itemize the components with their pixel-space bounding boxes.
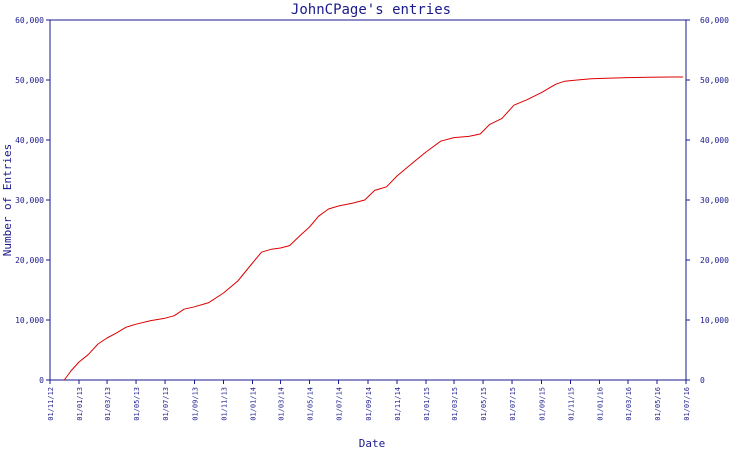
y-tick-label-right: 50,000 (700, 76, 729, 85)
y-tick-label-right: 30,000 (700, 196, 729, 205)
series-line (63, 76, 684, 381)
x-tick-label: 01/07/14 (336, 387, 344, 421)
x-tick-label: 01/01/14 (249, 387, 257, 421)
x-tick-label: 01/05/14 (307, 387, 315, 421)
x-tick-label: 01/01/15 (423, 387, 431, 421)
y-tick-label-right: 60,000 (700, 16, 729, 25)
x-tick-label: 01/03/14 (278, 387, 286, 421)
x-axis: 01/11/12 01/01/13 01/03/13 01/05/13 01/07/13… (47, 380, 691, 421)
x-tick-label: 01/01/16 (596, 387, 604, 421)
x-tick-label: 01/03/16 (625, 387, 633, 421)
y-axis-label: Number of Entries (1, 144, 14, 257)
x-tick-label: 01/09/15 (538, 387, 546, 421)
x-tick-label: 01/11/13 (220, 387, 228, 421)
x-tick-label: 01/11/15 (567, 387, 575, 421)
x-tick-label: 01/01/13 (76, 387, 84, 421)
x-tick-label: 01/03/15 (451, 387, 459, 421)
y-tick-label-left: 40,000 (15, 136, 44, 145)
y-tick-label-left: 50,000 (15, 76, 44, 85)
y-tick-label-right: 20,000 (700, 256, 729, 265)
x-tick-label: 01/09/14 (365, 387, 373, 421)
chart-title: JohnCPage's entries (291, 2, 451, 18)
series-group (63, 76, 684, 381)
x-axis-label: Date (359, 437, 386, 450)
y-tick-label-right: 40,000 (700, 136, 729, 145)
x-tick-label: 01/11/12 (47, 387, 55, 421)
x-tick-label: 01/09/13 (192, 387, 200, 421)
x-tick-label: 01/07/16 (683, 387, 691, 421)
y-tick-label-left: 20,000 (15, 256, 44, 265)
x-tick-label: 01/07/13 (162, 387, 170, 421)
x-tick-label: 01/03/13 (104, 387, 112, 421)
x-tick-label: 01/05/13 (133, 387, 141, 421)
y-tick-label-right: 10,000 (700, 316, 729, 325)
x-tick-label: 01/05/15 (480, 387, 488, 421)
x-tick-label: 01/05/16 (654, 387, 662, 421)
y-tick-label-left: 60,000 (15, 16, 44, 25)
x-tick-label: 01/11/14 (394, 387, 402, 421)
y-tick-label-left: 0 (39, 376, 44, 385)
y-axis-left: 0 10,000 20,000 30,000 40,000 50,000 60,000 (15, 16, 50, 385)
x-tick-label: 01/07/15 (509, 387, 517, 421)
y-tick-label-left: 10,000 (15, 316, 44, 325)
y-tick-label-right: 0 (700, 376, 705, 385)
y-tick-label-left: 30,000 (15, 196, 44, 205)
y-axis-right: 0 10,000 20,000 30,000 40,000 50,000 60,000 (686, 16, 729, 385)
